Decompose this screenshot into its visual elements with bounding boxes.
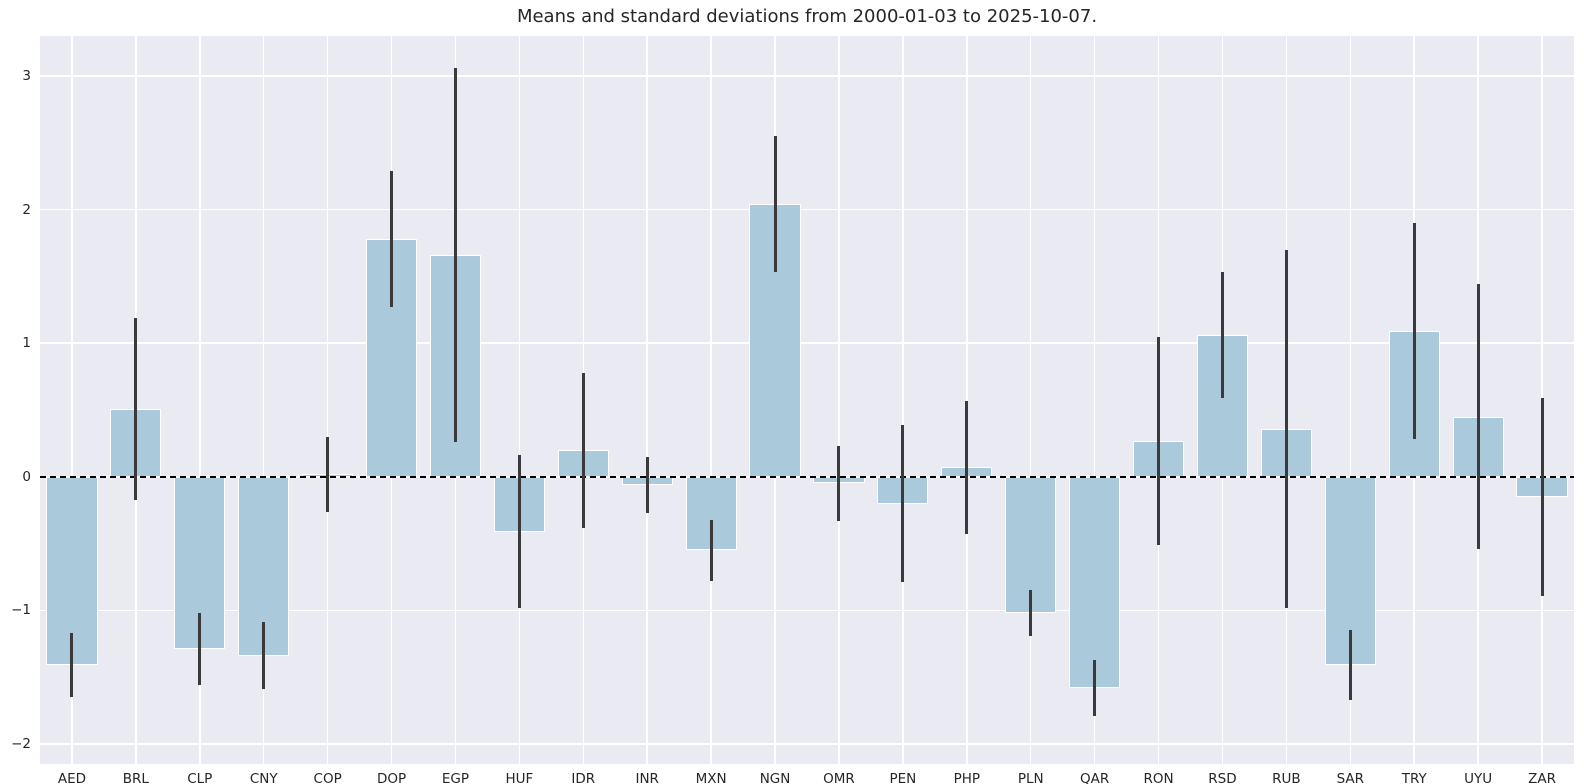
x-gridline xyxy=(326,36,329,764)
error-bar-PLN xyxy=(1029,590,1033,636)
x-tick-label-UYU: UYU xyxy=(1464,771,1493,784)
y-tick-label: 3 xyxy=(22,68,31,85)
x-gridline xyxy=(518,36,521,764)
error-bar-RUB xyxy=(1284,249,1288,608)
error-bar-INR xyxy=(645,456,649,513)
x-gridline xyxy=(646,36,648,764)
y-tick-label: 1 xyxy=(22,335,31,352)
error-bar-QAR xyxy=(1093,659,1097,716)
error-bar-IDR xyxy=(581,372,585,528)
error-bar-BRL xyxy=(134,317,138,500)
x-tick-label-RUB: RUB xyxy=(1272,771,1301,784)
x-tick-label-INR: INR xyxy=(635,771,659,784)
error-bar-CLP xyxy=(198,613,202,686)
x-tick-label-MXN: MXN xyxy=(695,771,727,784)
error-bar-PEN xyxy=(901,424,905,583)
error-bar-ZAR xyxy=(1540,397,1544,596)
x-gridline xyxy=(966,36,968,764)
error-bar-DOP xyxy=(390,170,394,308)
error-bar-NGN xyxy=(773,136,777,273)
x-gridline xyxy=(199,36,201,764)
error-bar-CNY xyxy=(262,622,266,690)
zero-line xyxy=(40,476,1574,478)
error-bar-COP xyxy=(326,436,330,512)
error-bar-OMR xyxy=(837,446,841,521)
x-tick-label-COP: COP xyxy=(313,771,342,784)
x-tick-label-AED: AED xyxy=(57,771,87,784)
x-tick-label-IDR: IDR xyxy=(571,771,596,784)
error-bar-UYU xyxy=(1476,284,1480,549)
x-tick-label-NGN: NGN xyxy=(759,771,791,784)
error-bar-SAR xyxy=(1348,630,1352,700)
x-tick-label-HUF: HUF xyxy=(505,771,534,784)
y-gridline xyxy=(40,208,1574,211)
x-tick-label-ZAR: ZAR xyxy=(1528,771,1556,784)
error-bar-AED xyxy=(70,633,74,698)
bar-QAR xyxy=(1069,476,1121,688)
x-tick-label-CNY: CNY xyxy=(249,771,278,784)
x-tick-label-DOP: DOP xyxy=(376,771,407,784)
x-gridline xyxy=(838,36,840,764)
plot-area xyxy=(40,36,1574,764)
x-tick-label-BRL: BRL xyxy=(122,771,149,784)
x-tick-label-EGP: EGP xyxy=(441,771,470,784)
x-gridline xyxy=(1093,36,1096,764)
y-gridline xyxy=(40,342,1574,344)
bar-PLN xyxy=(1005,476,1057,614)
y-tick-label: 0 xyxy=(22,468,31,485)
error-bar-HUF xyxy=(517,455,521,608)
x-tick-label-CLP: CLP xyxy=(187,771,213,784)
y-tick-label: 2 xyxy=(22,201,31,218)
x-gridline xyxy=(902,36,904,764)
y-gridline xyxy=(40,75,1574,77)
error-bar-MXN xyxy=(709,519,713,581)
x-gridline xyxy=(1349,36,1352,764)
x-gridline xyxy=(1029,36,1032,764)
x-tick-label-SAR: SAR xyxy=(1336,771,1364,784)
x-gridline xyxy=(262,36,265,764)
x-tick-label-PLN: PLN xyxy=(1017,771,1044,784)
x-tick-label-RSD: RSD xyxy=(1208,771,1237,784)
error-bar-EGP xyxy=(453,68,457,443)
x-tick-label-RON: RON xyxy=(1143,771,1174,784)
error-bar-RSD xyxy=(1220,272,1224,398)
error-bar-PHP xyxy=(965,400,969,535)
x-gridline xyxy=(71,36,73,764)
y-gridline xyxy=(40,609,1574,612)
x-tick-label-TRY: TRY xyxy=(1401,771,1427,784)
x-gridline xyxy=(710,36,712,764)
error-bar-TRY xyxy=(1412,223,1416,440)
y-gridline xyxy=(40,743,1574,745)
error-bar-RON xyxy=(1157,336,1161,545)
y-tick-label: −1 xyxy=(11,602,31,619)
x-tick-label-PEN: PEN xyxy=(889,771,917,784)
x-tick-label-OMR: OMR xyxy=(823,771,855,784)
x-tick-label-PHP: PHP xyxy=(953,771,980,784)
x-tick-label-QAR: QAR xyxy=(1080,771,1110,784)
chart-title: Means and standard deviations from 2000-… xyxy=(516,6,1098,27)
y-tick-label: −2 xyxy=(11,735,31,752)
